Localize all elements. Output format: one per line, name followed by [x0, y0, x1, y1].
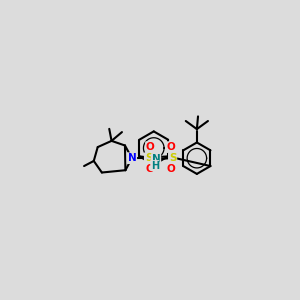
Text: S: S	[169, 153, 176, 163]
Text: O: O	[167, 164, 175, 174]
Text: O: O	[167, 142, 175, 152]
Text: S: S	[145, 153, 152, 163]
Text: H: H	[151, 160, 159, 171]
Text: N: N	[128, 153, 136, 163]
Text: O: O	[146, 142, 155, 152]
Text: N: N	[152, 154, 160, 164]
Text: O: O	[146, 164, 155, 174]
